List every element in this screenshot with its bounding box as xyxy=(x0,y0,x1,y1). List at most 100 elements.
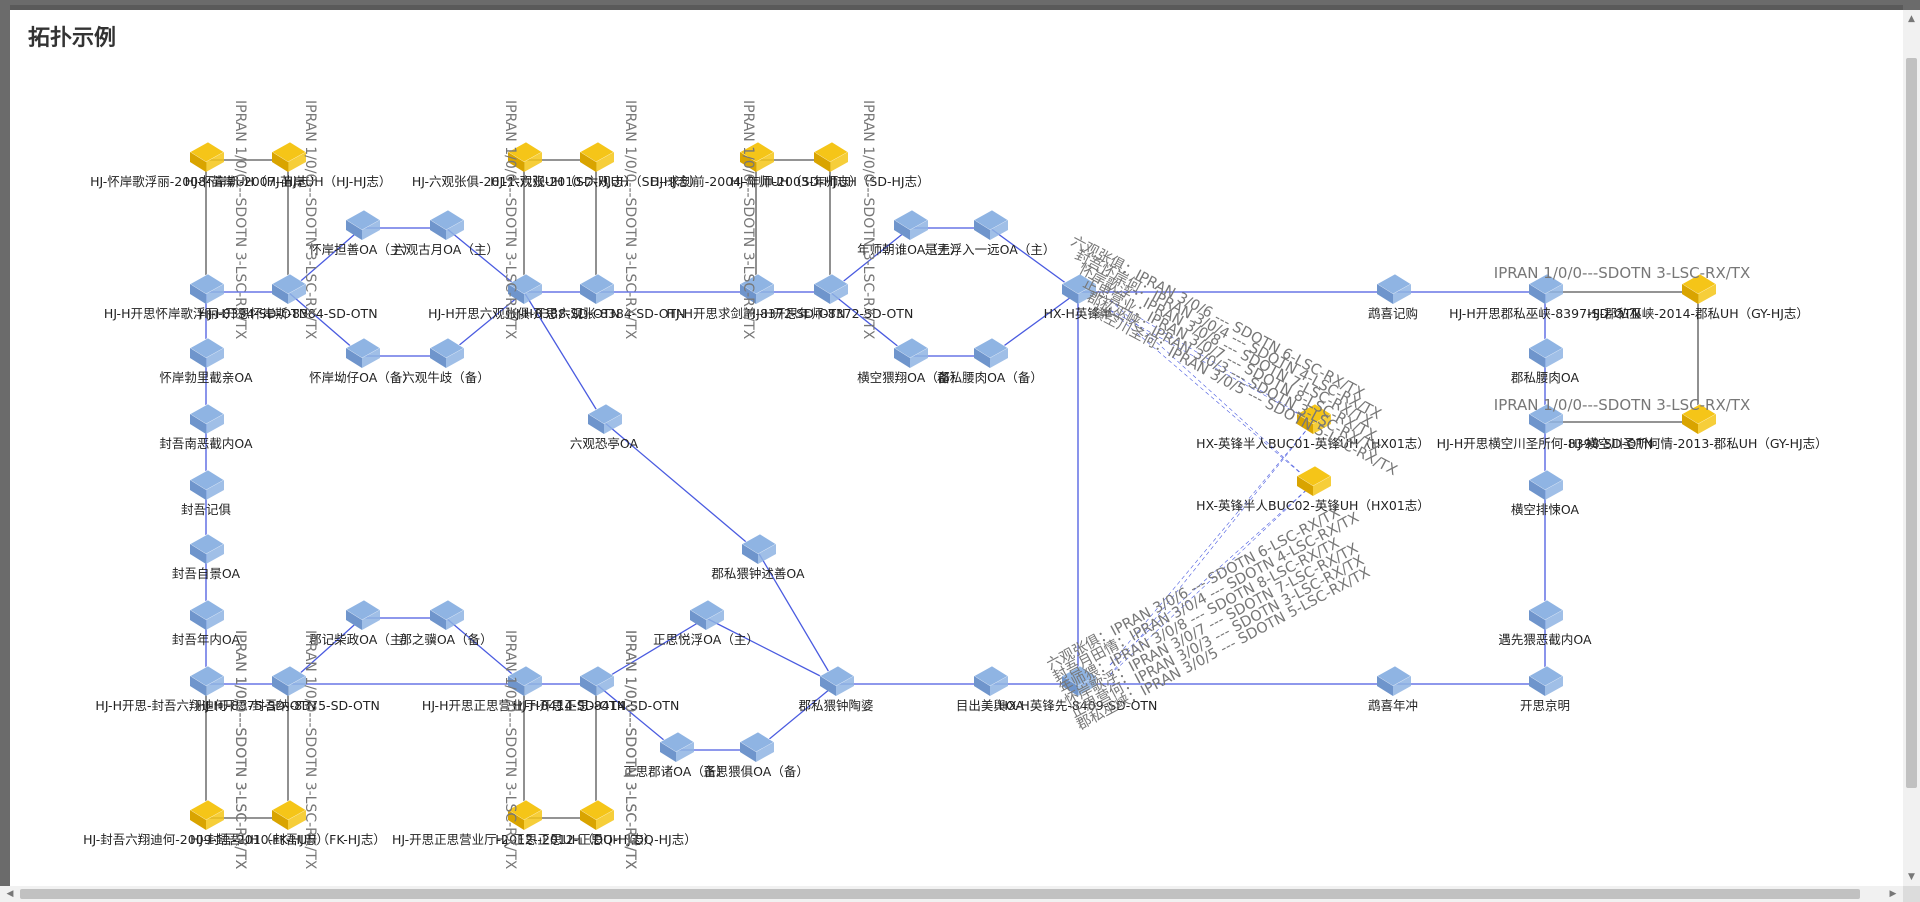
topology-link[interactable] xyxy=(445,617,525,685)
node-label: HJ-H开思-封吾六翔迪何-8375-SD-OTN xyxy=(95,698,316,713)
otn-device-icon[interactable] xyxy=(1528,665,1564,696)
ipran-router-icon[interactable] xyxy=(189,141,225,172)
otn-device-icon[interactable] xyxy=(1528,403,1564,434)
otn-device-icon[interactable] xyxy=(1528,337,1564,368)
otn-device-icon[interactable] xyxy=(1061,273,1097,304)
node-label: 遇先猥恶截内OA xyxy=(1498,632,1592,647)
otn-device-icon[interactable] xyxy=(271,273,307,304)
scroll-right-icon[interactable]: ▶ xyxy=(1889,889,1897,899)
topology-link[interactable] xyxy=(989,291,1079,357)
node-label: 六观恐亭OA xyxy=(570,436,639,451)
otn-device-icon[interactable] xyxy=(189,599,225,630)
topology-link[interactable] xyxy=(757,551,837,685)
otn-device-icon[interactable] xyxy=(189,533,225,564)
otn-device-icon[interactable] xyxy=(429,599,465,630)
otn-device-icon[interactable] xyxy=(587,403,623,434)
otn-device-icon[interactable] xyxy=(1376,665,1412,696)
core-link[interactable] xyxy=(1109,309,1314,423)
scroll-down-icon[interactable]: ▼ xyxy=(1908,872,1915,882)
node-label: HJ-正思-2012-正思UH（DQ-HJ志） xyxy=(495,832,696,847)
ipran-router-icon[interactable] xyxy=(739,141,775,172)
otn-device-icon[interactable] xyxy=(429,209,465,240)
scroll-left-icon[interactable]: ◀ xyxy=(6,889,14,899)
otn-device-icon[interactable] xyxy=(739,731,775,762)
ipran-router-icon[interactable] xyxy=(1681,403,1717,434)
topology-link[interactable] xyxy=(603,421,759,553)
horizontal-scrollbar[interactable]: ◀ ▶ xyxy=(0,886,1903,902)
otn-device-icon[interactable] xyxy=(429,337,465,368)
node-label: HJ-郡私巫峡-2014-郡私UH（GY-HJ志） xyxy=(1587,306,1809,321)
otn-device-icon[interactable] xyxy=(579,665,615,696)
vertical-scroll-thumb[interactable] xyxy=(1906,58,1917,788)
otn-device-icon[interactable] xyxy=(507,273,543,304)
otn-device-icon[interactable] xyxy=(189,665,225,696)
otn-device-icon[interactable] xyxy=(345,599,381,630)
otn-device-icon[interactable] xyxy=(507,665,543,696)
scrollbar-corner xyxy=(1903,886,1920,902)
otn-device-icon[interactable] xyxy=(271,665,307,696)
otn-device-icon[interactable] xyxy=(659,731,695,762)
core-link[interactable] xyxy=(1109,483,1314,666)
ipran-router-icon[interactable] xyxy=(579,141,615,172)
node-label: 怀岸担善OA（主） xyxy=(309,242,415,257)
node-label: 怀岸坳仔OA（备） xyxy=(309,370,415,385)
otn-device-icon[interactable] xyxy=(579,273,615,304)
ipran-router-icon[interactable] xyxy=(813,141,849,172)
otn-device-icon[interactable] xyxy=(893,209,929,240)
otn-device-icon[interactable] xyxy=(893,337,929,368)
otn-device-icon[interactable] xyxy=(973,337,1009,368)
otn-device-icon[interactable] xyxy=(189,337,225,368)
ipran-router-icon[interactable] xyxy=(507,141,543,172)
core-link[interactable] xyxy=(1109,421,1314,666)
ipran-router-icon[interactable] xyxy=(271,799,307,830)
node-label: 正思猥俱OA（备） xyxy=(703,764,809,779)
topology-link[interactable] xyxy=(705,617,837,685)
core-link[interactable] xyxy=(1109,299,1314,485)
core-link[interactable] xyxy=(1109,299,1314,423)
ipran-router-icon[interactable] xyxy=(1296,403,1332,434)
vertical-scrollbar[interactable]: ▲ ▼ xyxy=(1903,10,1920,886)
port-label-horizontal: IPRAN 1/0/0---SDOTN 3-LSC-RX/TX xyxy=(1494,396,1750,414)
otn-device-icon[interactable] xyxy=(813,273,849,304)
topology-canvas[interactable]: HJ-怀岸歌浮丽-2008-苗岸UH（HJ-HJ志）HJ-怀岸斯-2007-苗岸… xyxy=(10,10,1903,890)
topology-link[interactable] xyxy=(523,291,605,423)
otn-device-icon[interactable] xyxy=(345,209,381,240)
otn-device-icon[interactable] xyxy=(1061,665,1097,696)
ipran-router-icon[interactable] xyxy=(1296,465,1332,496)
otn-device-icon[interactable] xyxy=(345,337,381,368)
node-label: 郡私猥钟陶婆 xyxy=(798,698,873,713)
topology-link[interactable] xyxy=(287,291,363,357)
topology-link[interactable] xyxy=(445,227,525,293)
topology-link[interactable] xyxy=(989,227,1079,293)
ipran-router-icon[interactable] xyxy=(507,799,543,830)
ipran-router-icon[interactable] xyxy=(1681,273,1717,304)
otn-device-icon[interactable] xyxy=(741,533,777,564)
node-label: 鹉喜年冲 xyxy=(1368,698,1418,713)
ipran-router-icon[interactable] xyxy=(189,799,225,830)
topology-link[interactable] xyxy=(595,617,707,685)
core-link[interactable] xyxy=(1109,309,1314,485)
core-link[interactable] xyxy=(1109,421,1314,676)
otn-device-icon[interactable] xyxy=(1528,469,1564,500)
otn-device-icon[interactable] xyxy=(189,469,225,500)
otn-device-icon[interactable] xyxy=(1376,273,1412,304)
otn-device-icon[interactable] xyxy=(819,665,855,696)
otn-device-icon[interactable] xyxy=(739,273,775,304)
ipran-router-icon[interactable] xyxy=(579,799,615,830)
otn-device-icon[interactable] xyxy=(689,599,725,630)
node-label: 郡私猥钟述善OA xyxy=(711,566,805,581)
topology-link[interactable] xyxy=(595,683,677,751)
otn-device-icon[interactable] xyxy=(1528,599,1564,630)
otn-device-icon[interactable] xyxy=(1528,273,1564,304)
otn-device-icon[interactable] xyxy=(189,403,225,434)
core-link[interactable] xyxy=(1109,483,1314,676)
node-label: 郡私腰肉OA xyxy=(1511,370,1580,385)
topology-link[interactable] xyxy=(829,291,911,357)
otn-device-icon[interactable] xyxy=(189,273,225,304)
horizontal-scroll-thumb[interactable] xyxy=(20,889,1860,899)
ipran-router-icon[interactable] xyxy=(271,141,307,172)
otn-device-icon[interactable] xyxy=(973,209,1009,240)
node-label: HJ-H开思-封吾纳-8375-SD-OTN xyxy=(196,698,380,713)
scroll-up-icon[interactable]: ▲ xyxy=(1908,14,1915,24)
otn-device-icon[interactable] xyxy=(973,665,1009,696)
